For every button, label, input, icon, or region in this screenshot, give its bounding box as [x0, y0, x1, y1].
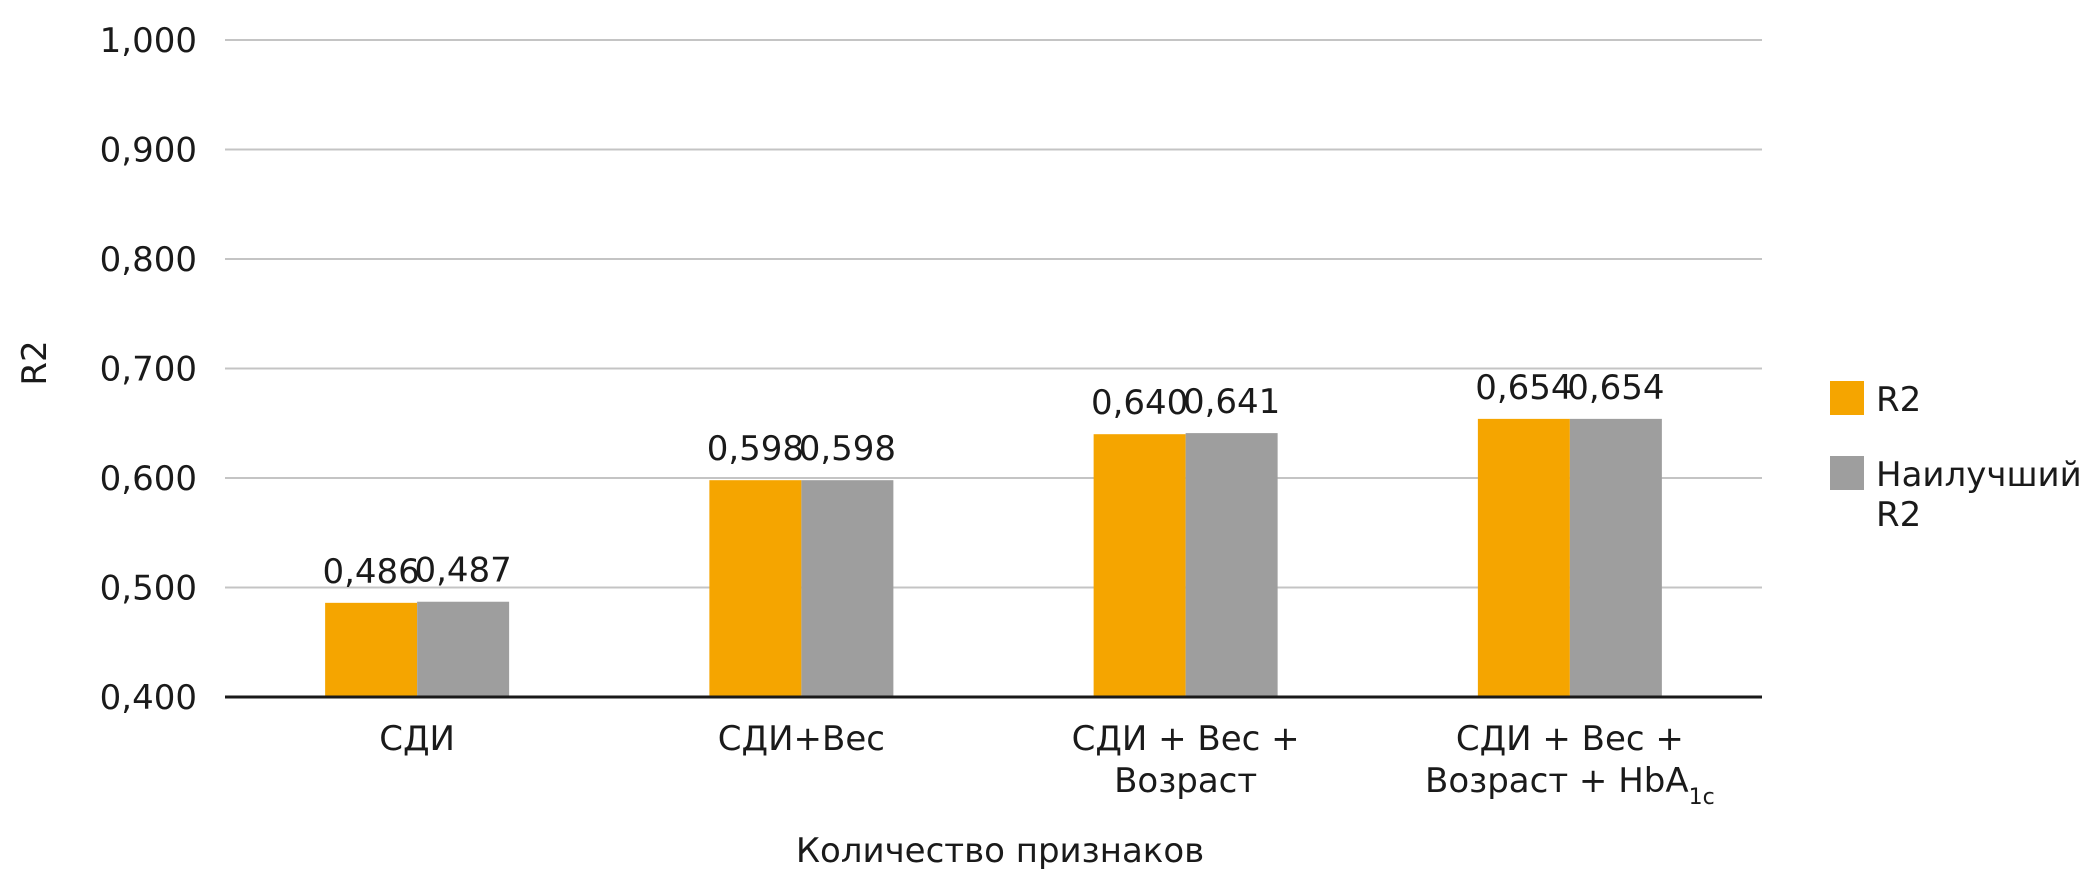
legend-swatch	[1830, 381, 1864, 415]
category-label: Возраст + HbA1c	[1425, 761, 1715, 810]
data-label: 0,640	[1091, 383, 1188, 423]
data-label: 0,641	[1183, 382, 1280, 422]
bar-best-r2	[1569, 418, 1662, 697]
legend-label: Наилучший	[1876, 455, 2082, 495]
data-label: 0,598	[799, 429, 896, 469]
y-axis-title: R2	[15, 340, 55, 385]
y-tick-label: 0,500	[100, 569, 197, 609]
bar-r2	[325, 602, 418, 697]
bar-r2	[709, 480, 802, 697]
bar-best-r2	[1185, 433, 1278, 697]
data-label: 0,486	[322, 552, 419, 592]
y-tick-label: 0,700	[100, 350, 197, 390]
category-label: СДИ+Вес	[718, 719, 885, 759]
bars	[325, 418, 1662, 697]
legend-swatch	[1830, 456, 1864, 490]
category-label: СДИ	[379, 719, 455, 759]
y-tick-label: 1,000	[100, 21, 197, 61]
data-label: 0,654	[1475, 368, 1572, 408]
data-label: 0,654	[1567, 368, 1664, 408]
bar-r2	[1093, 434, 1186, 697]
category-label: СДИ + Вес +	[1072, 719, 1300, 759]
category-label: Возраст	[1114, 761, 1257, 801]
y-tick-label: 0,900	[100, 131, 197, 171]
x-axis-title: Количество признаков	[796, 831, 1204, 871]
bar-best-r2	[417, 601, 510, 697]
legend-label: R2	[1876, 495, 1921, 535]
bar-r2	[1477, 418, 1570, 697]
category-label: СДИ + Вес +	[1456, 719, 1684, 759]
bar-best-r2	[801, 480, 894, 697]
y-tick-label: 0,800	[100, 240, 197, 280]
y-tick-label: 0,400	[100, 678, 197, 718]
legend-label: R2	[1876, 380, 1921, 420]
y-axis-tick-labels: 0,400 0,500 0,600 0,700 0,800 0,900 1,000	[100, 21, 197, 718]
data-label: 0,487	[414, 551, 511, 591]
y-tick-label: 0,600	[100, 459, 197, 499]
data-label: 0,598	[707, 429, 804, 469]
